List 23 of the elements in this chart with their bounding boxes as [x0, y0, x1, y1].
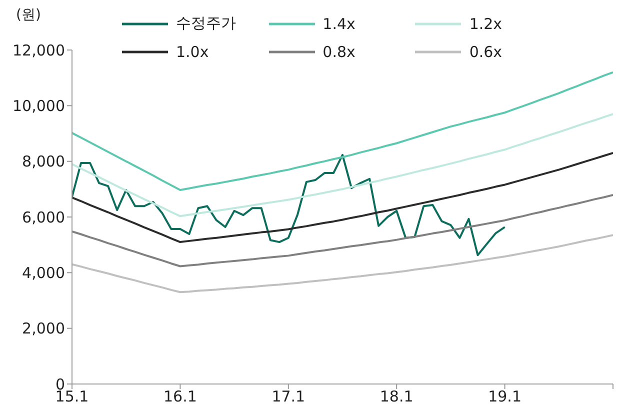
legend-label: 1.2x [469, 14, 502, 32]
line-series [72, 154, 506, 256]
x-tick-label: 19.1 [488, 388, 522, 406]
line-series [72, 113, 613, 218]
line-series [72, 234, 613, 294]
y-tick-label: 4,000 [22, 264, 65, 282]
y-tick-label: 10,000 [12, 96, 65, 115]
legend-label: 0.8x [322, 43, 356, 61]
line-series [72, 194, 613, 268]
legend-label: 수정주가 [176, 14, 236, 33]
y-tick-label: 8,000 [22, 152, 65, 171]
x-tick-label: 16.1 [163, 388, 197, 406]
legend-label: 1.4x [322, 14, 356, 32]
legend-label: 1.0x [176, 43, 209, 61]
y-axis-title: (원) [16, 6, 41, 24]
y-tick-label: 12,000 [12, 41, 65, 60]
y-tick-label: 2,000 [22, 320, 65, 338]
line-series [72, 71, 613, 191]
x-tick-label: 17.1 [272, 388, 306, 406]
x-tick-label: 18.1 [380, 388, 414, 406]
legend-label: 0.6x [469, 43, 502, 61]
line-series [72, 152, 613, 244]
y-tick-label: 6,000 [22, 208, 65, 226]
